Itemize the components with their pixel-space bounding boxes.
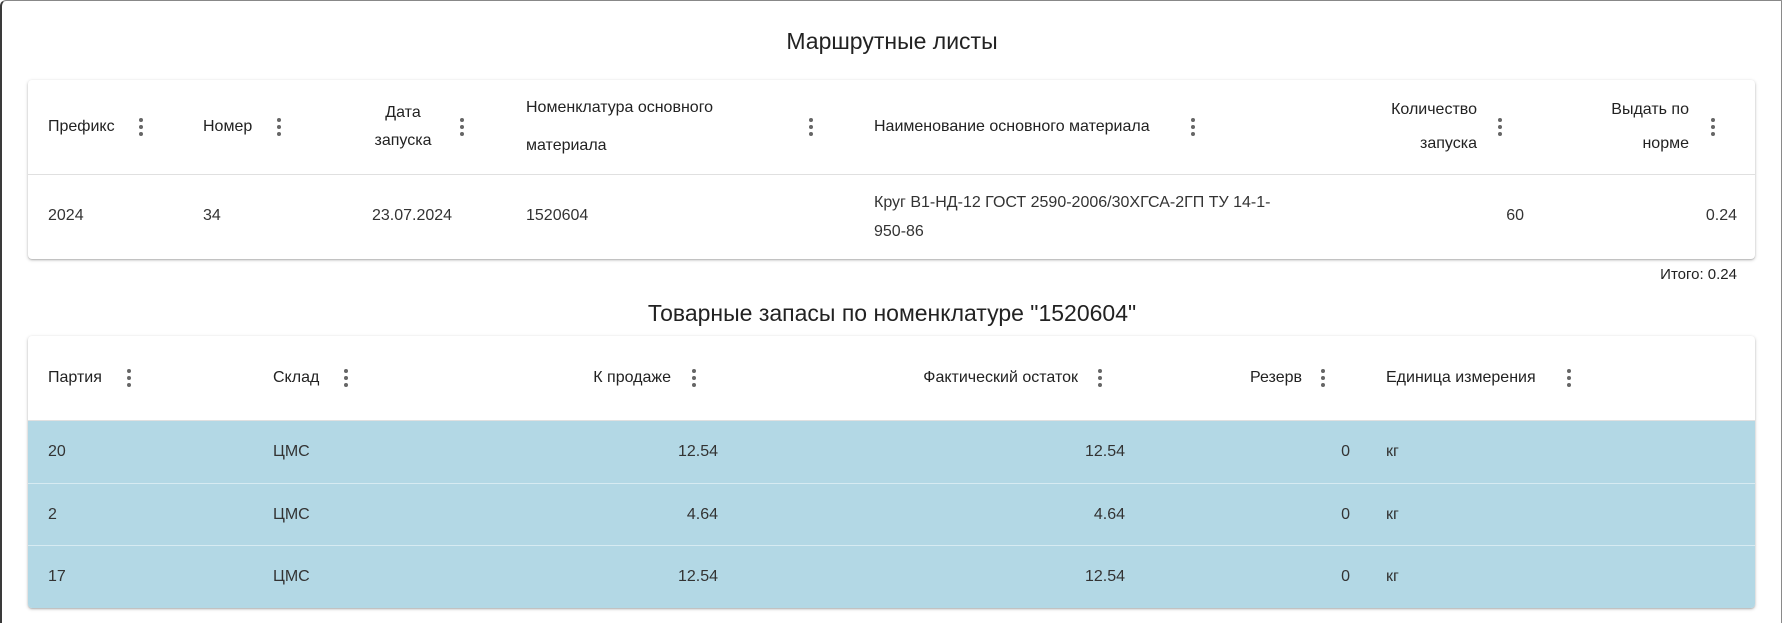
cell-unit: кг [1386,506,1399,523]
cell-material-name: Круг В1-НД-12 ГОСТ 2590-2006/30ХГСА-2ГП … [874,194,1271,240]
cell-number: 34 [203,207,221,224]
table-row[interactable]: 17 ЦМС 12.54 12.54 0 кг [28,546,1755,608]
cell-actual: 12.54 [1084,568,1125,585]
cell-actual: 12.54 [1084,443,1125,460]
header-reserve[interactable]: Резерв [1250,369,1302,386]
table-row[interactable]: 2 ЦМС 4.64 4.64 0 кг [28,484,1755,546]
cell-for-sale: 12.54 [677,568,718,585]
header-line: Дата [385,104,421,121]
more-vertical-icon[interactable] [1710,116,1716,138]
routes-header-row: Префикс Номер Дата запуска Номенклатура … [28,80,1755,175]
cell-prefix: 2024 [48,207,84,224]
cell-reserve: 0 [1341,568,1350,585]
cell-actual: 4.64 [1093,506,1125,523]
cell-warehouse: ЦМС [273,568,310,585]
header-line: Количество [1391,101,1477,118]
header-line: Номенклатура основного [526,99,714,116]
more-vertical-icon[interactable] [1497,116,1503,138]
more-vertical-icon[interactable] [1320,367,1326,389]
more-vertical-icon[interactable] [691,367,697,389]
cell-quantity: 60 [1506,207,1524,224]
more-vertical-icon[interactable] [1097,367,1103,389]
table-row[interactable]: 20 ЦМС 12.54 12.54 0 кг [28,421,1755,484]
cell-batch: 17 [48,568,66,585]
total-label: Итого: 0.24 [1660,266,1737,283]
more-vertical-icon[interactable] [276,116,282,138]
stock-table: Партия Склад К продаже Фактический остат… [28,336,1755,608]
table-row[interactable]: 2024 34 23.07.2024 1520604 Круг В1-НД-12… [28,175,1755,259]
cell-for-sale: 12.54 [677,443,718,460]
routes-title: Маршрутные листы [786,28,998,54]
header-number[interactable]: Номер [203,118,253,135]
header-actual[interactable]: Фактический остаток [923,369,1078,386]
more-vertical-icon[interactable] [138,116,144,138]
header-issue[interactable]: Выдать по норме [1611,93,1689,161]
cell-for-sale: 4.64 [686,506,718,523]
cell-nomenclature: 1520604 [526,207,589,224]
more-vertical-icon[interactable] [126,367,132,389]
cell-issue: 0.24 [1705,207,1737,224]
cell-date: 23.07.2024 [372,207,453,224]
header-nomenclature[interactable]: Номенклатура основного материала [526,89,713,165]
header-batch[interactable]: Партия [48,369,102,386]
header-prefix[interactable]: Префикс [48,118,115,135]
cell-unit: кг [1386,568,1399,585]
header-line: запуска [1420,135,1477,152]
header-line: материала [526,137,607,154]
stock-title: Товарные запасы по номенклатуре "1520604… [647,300,1137,326]
header-material-name[interactable]: Наименование основного материала [874,118,1150,135]
header-for-sale[interactable]: К продаже [593,369,671,386]
header-line: запуска [374,132,432,149]
cell-batch: 20 [48,443,66,460]
cell-warehouse: ЦМС [273,506,310,523]
more-vertical-icon[interactable] [808,116,814,138]
header-quantity[interactable]: Количество запуска [1391,93,1477,161]
cell-warehouse: ЦМС [273,443,310,460]
cell-unit: кг [1386,443,1399,460]
header-unit[interactable]: Единица измерения [1386,369,1536,386]
cell-reserve: 0 [1341,506,1350,523]
header-line: норме [1642,135,1689,152]
header-warehouse[interactable]: Склад [273,369,320,386]
more-vertical-icon[interactable] [459,116,465,138]
cell-reserve: 0 [1341,443,1350,460]
header-line: Выдать по [1611,101,1689,118]
header-date[interactable]: Дата запуска [348,99,458,155]
more-vertical-icon[interactable] [343,367,349,389]
cell-batch: 2 [48,506,57,523]
routes-table: Префикс Номер Дата запуска Номенклатура … [28,80,1755,259]
more-vertical-icon[interactable] [1566,367,1572,389]
more-vertical-icon[interactable] [1190,116,1196,138]
stock-header-row: Партия Склад К продаже Фактический остат… [28,336,1755,421]
